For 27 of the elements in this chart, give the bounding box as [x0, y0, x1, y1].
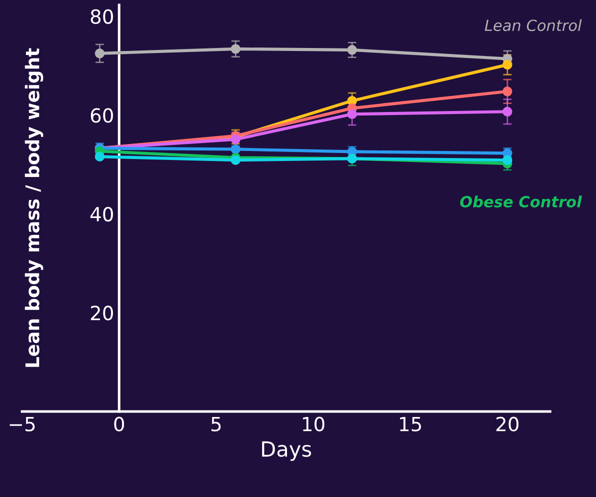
- y-axis-title: Lean body mass / body weight: [24, 48, 44, 367]
- point: [502, 155, 512, 165]
- x-tick-label: 5: [212, 416, 221, 432]
- x-tick-label: 20: [496, 416, 518, 432]
- point: [502, 106, 512, 117]
- x-tick-label: 10: [303, 416, 324, 432]
- point: [230, 134, 240, 144]
- point: [230, 144, 240, 154]
- series-label: Lean Control: [484, 19, 582, 32]
- y-tick-label: 40: [90, 206, 113, 222]
- y-tick-label: 60: [90, 108, 113, 123]
- point: [502, 60, 512, 70]
- x-tick-label: −5: [10, 416, 35, 432]
- y-tick-label: 20: [90, 306, 113, 320]
- point: [230, 44, 240, 54]
- point: [347, 109, 357, 119]
- point: [502, 86, 512, 96]
- point: [94, 152, 105, 162]
- x-tick-label: 0: [114, 416, 124, 432]
- point: [230, 155, 240, 165]
- point: [347, 45, 357, 55]
- point: [94, 48, 105, 58]
- x-axis-title: Days: [262, 441, 312, 461]
- point: [347, 96, 357, 106]
- y-tick-label: 80: [90, 9, 113, 24]
- text: Obese Control: [460, 196, 582, 208]
- x-tick-label: 15: [400, 416, 421, 432]
